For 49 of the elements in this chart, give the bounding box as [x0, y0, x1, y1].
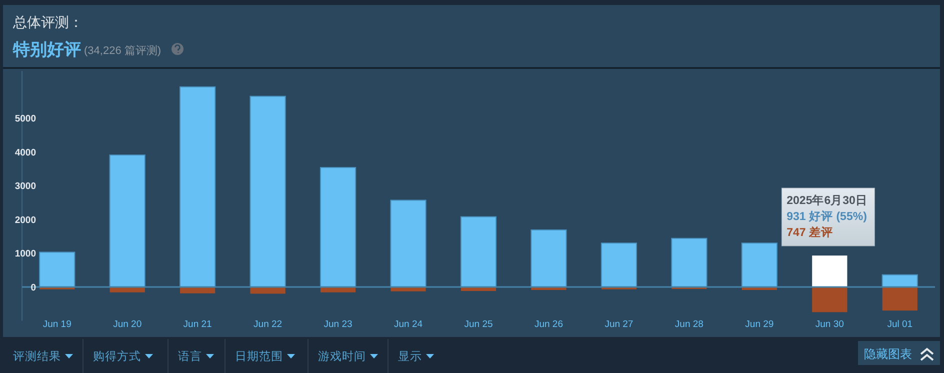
x-tick-label: Jun 22 — [254, 319, 282, 330]
y-tick-label: 4000 — [14, 147, 36, 158]
bar — [180, 286, 216, 294]
x-tick-label: Jun 26 — [534, 319, 563, 330]
bar — [250, 96, 286, 288]
annotation: 2025年6月30日 — [786, 193, 868, 207]
bar — [109, 154, 146, 288]
y-tick-label: 5000 — [14, 114, 36, 125]
annotation: 747 差评 — [786, 225, 834, 239]
chart-title: 总体评测： — [12, 14, 83, 30]
x-tick-label: Jun 28 — [674, 319, 704, 330]
bar — [110, 286, 145, 292]
text: 游戏时间 — [318, 350, 366, 363]
y-tick-label: 1000 — [14, 248, 36, 260]
bar — [882, 286, 918, 311]
bar — [39, 252, 76, 288]
x-tick-label: Jun 25 — [464, 319, 493, 330]
bar — [460, 216, 497, 288]
x-tick-label: Jun 21 — [183, 319, 212, 330]
bar — [812, 286, 848, 312]
x-tick-label: Jun 27 — [604, 319, 634, 330]
y-tick-label: 3000 — [14, 181, 36, 192]
bar — [600, 242, 638, 288]
y-tick-label: 2000 — [14, 214, 36, 226]
bar — [812, 256, 848, 287]
bar — [530, 229, 567, 288]
bar — [390, 200, 426, 288]
x-tick-label: Jun 20 — [113, 319, 142, 330]
text: 隐藏图表 — [864, 347, 912, 361]
text: 购得方式 — [93, 349, 141, 363]
x-tick-label: Jun 23 — [324, 319, 352, 330]
x-tick-label: Jul 01 — [887, 319, 913, 330]
bar — [671, 238, 708, 288]
bar — [320, 167, 356, 288]
bar — [741, 242, 778, 288]
text: 日期范围 — [235, 350, 283, 363]
text: (34,226 篇评测) — [84, 45, 162, 57]
chart-subtitle: 特别好评 — [12, 40, 81, 59]
bar — [180, 86, 216, 288]
text: 语言 — [178, 349, 202, 363]
x-tick-label: Jun 30 — [815, 319, 844, 330]
x-tick-label: Jun 24 — [394, 319, 423, 330]
x-tick-label: Jun 29 — [745, 319, 774, 330]
text: 评测结果 — [13, 350, 61, 363]
annotation: 931 好评 (55%) — [786, 209, 868, 223]
bar — [320, 286, 356, 292]
y-tick-label: 0 — [30, 282, 36, 294]
text: 显示 — [398, 350, 422, 363]
x-tick-label: Jun 19 — [42, 319, 72, 330]
